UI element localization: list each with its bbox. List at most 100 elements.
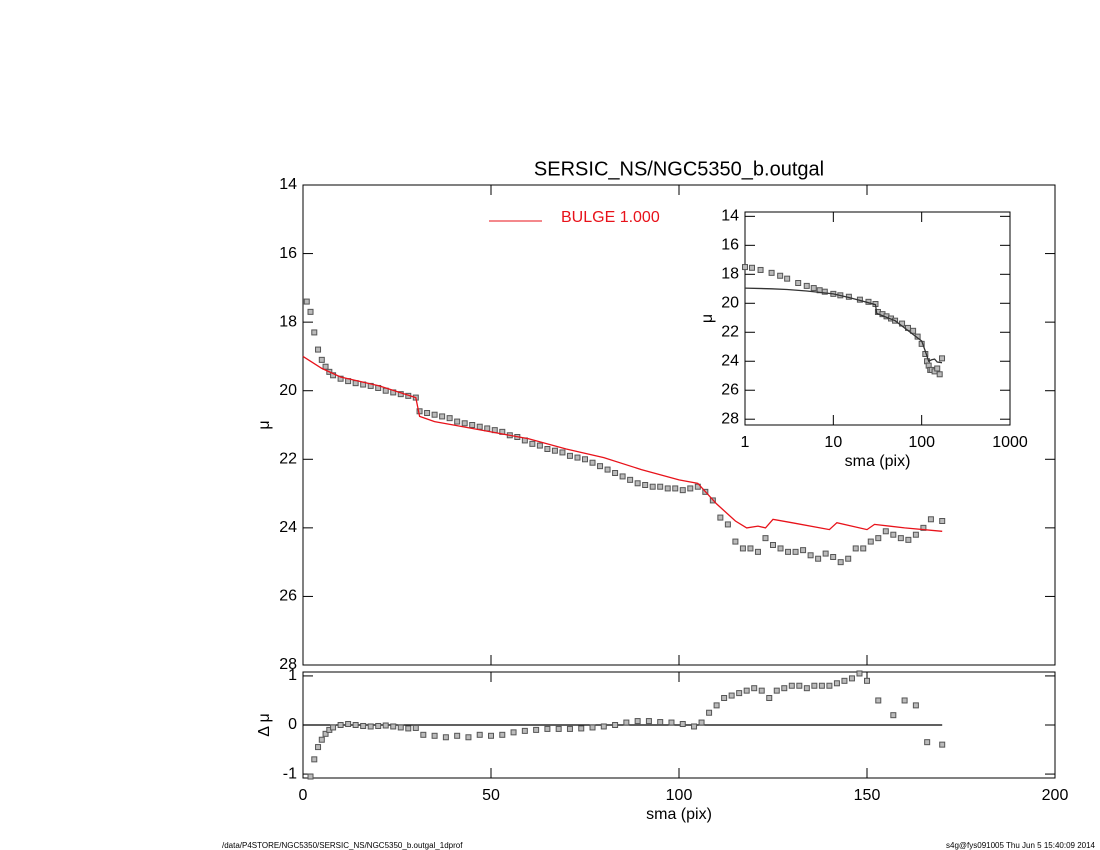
- data-point: [664, 485, 671, 492]
- y-tick-label: 14: [721, 208, 739, 225]
- data-point: [811, 682, 818, 689]
- y-tick-label: 24: [721, 352, 739, 369]
- data-point: [818, 682, 825, 689]
- data-point: [897, 535, 904, 542]
- data-point: [578, 725, 585, 732]
- data-point: [796, 682, 803, 689]
- data-point: [815, 555, 822, 562]
- data-point: [642, 482, 649, 488]
- data-point: [589, 724, 596, 731]
- data-point: [762, 535, 769, 542]
- data-point: [657, 719, 664, 726]
- data-point: [867, 538, 874, 545]
- data-point: [860, 545, 867, 552]
- data-point: [360, 722, 367, 729]
- data-point: [848, 675, 855, 682]
- data-point: [672, 485, 679, 492]
- data-point: [939, 741, 946, 748]
- data-point: [390, 723, 397, 730]
- y-tick-label: 22: [279, 451, 297, 468]
- y-tick-label: 28: [721, 410, 739, 427]
- data-point: [679, 487, 686, 494]
- data-point: [442, 734, 449, 741]
- data-point: [934, 365, 941, 372]
- data-point: [424, 410, 431, 416]
- inset-background: [745, 212, 1010, 425]
- x-tick-label: 100: [666, 787, 693, 804]
- x-tick-label: 10: [824, 434, 842, 451]
- data-point: [721, 695, 728, 702]
- data-point: [910, 327, 917, 334]
- data-point: [311, 756, 318, 763]
- data-point: [912, 702, 919, 709]
- data-point: [431, 411, 438, 418]
- x-tick-label: 50: [482, 787, 500, 804]
- data-point: [757, 266, 764, 273]
- data-point: [927, 516, 934, 523]
- data-point: [845, 555, 852, 562]
- data-point: [439, 413, 446, 420]
- data-point: [612, 722, 619, 728]
- data-point: [920, 524, 927, 531]
- data-point: [645, 718, 652, 725]
- data-point: [713, 702, 720, 709]
- data-point: [345, 721, 352, 728]
- data-point: [751, 685, 758, 692]
- y-axis-label: Δ μ: [256, 713, 273, 736]
- data-point: [337, 375, 344, 382]
- data-point: [864, 677, 870, 684]
- data-point: [687, 485, 694, 492]
- data-point: [803, 282, 810, 289]
- data-point: [315, 744, 322, 751]
- data-point: [559, 449, 566, 456]
- data-point: [303, 298, 310, 305]
- data-point: [600, 723, 607, 730]
- data-point: [890, 531, 897, 538]
- data-point: [742, 264, 748, 271]
- data-point: [484, 425, 491, 432]
- data-point: [465, 734, 472, 741]
- x-tick-label: 0: [299, 787, 308, 804]
- data-point: [367, 723, 374, 730]
- data-point: [810, 285, 817, 292]
- data-point: [768, 269, 775, 276]
- data-point: [875, 697, 882, 704]
- data-point: [604, 466, 611, 473]
- x-tick-label: 200: [1042, 787, 1069, 804]
- data-point: [890, 712, 897, 719]
- footer-right: s4g@fys091005 Thu Jun 5 15:40:09 2014: [946, 841, 1096, 850]
- data-point: [420, 731, 427, 738]
- data-point: [307, 773, 314, 780]
- y-axis-label: μ: [256, 420, 273, 429]
- data-point: [807, 552, 814, 559]
- data-point: [743, 687, 750, 694]
- data-point: [634, 480, 641, 487]
- data-point: [795, 280, 802, 286]
- data-point: [533, 726, 540, 733]
- data-point: [375, 722, 382, 729]
- data-point: [521, 727, 528, 734]
- legend-label: BULGE 1.000: [561, 209, 660, 226]
- data-point: [758, 687, 765, 694]
- data-point: [649, 483, 656, 490]
- data-point: [555, 725, 562, 732]
- y-tick-label: 28: [279, 656, 297, 673]
- data-point: [728, 692, 735, 699]
- data-point: [770, 542, 776, 548]
- x-tick-label: 100: [908, 434, 935, 451]
- data-point: [736, 690, 743, 697]
- y-tick-label: -1: [283, 765, 297, 782]
- data-point: [826, 682, 833, 689]
- footer-left: /data/P4STORE/NGC5350/SERSIC_NS/NGC5350_…: [222, 841, 463, 850]
- data-point: [936, 371, 943, 378]
- model-line: [744, 287, 943, 364]
- data-point: [781, 685, 788, 692]
- y-axis-label: μ: [699, 314, 716, 323]
- data-point: [754, 548, 761, 555]
- data-point: [582, 456, 588, 463]
- data-point: [748, 264, 755, 271]
- data-point: [454, 732, 461, 739]
- y-tick-label: 18: [279, 313, 297, 330]
- data-point: [623, 719, 630, 726]
- data-point: [698, 719, 705, 726]
